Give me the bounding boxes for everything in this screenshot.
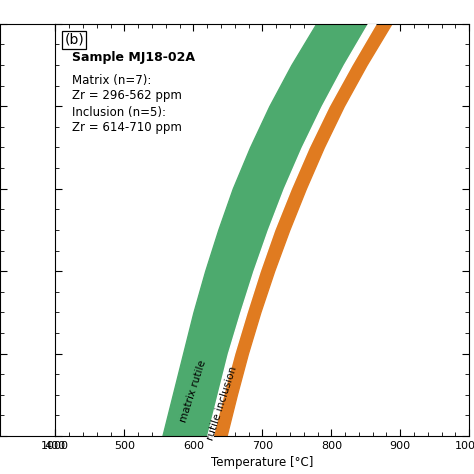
- Text: rutile inclusion: rutile inclusion: [206, 365, 239, 442]
- Text: matrix rutile: matrix rutile: [179, 359, 208, 424]
- X-axis label: Temperature [°C]: Temperature [°C]: [211, 456, 313, 469]
- Text: Sample MJ18-02A: Sample MJ18-02A: [72, 51, 195, 64]
- Text: Inclusion (n=5):
Zr = 614-710 ppm: Inclusion (n=5): Zr = 614-710 ppm: [72, 106, 182, 134]
- Text: (b): (b): [64, 33, 84, 47]
- Text: Matrix (n=7):
Zr = 296-562 ppm: Matrix (n=7): Zr = 296-562 ppm: [72, 74, 182, 102]
